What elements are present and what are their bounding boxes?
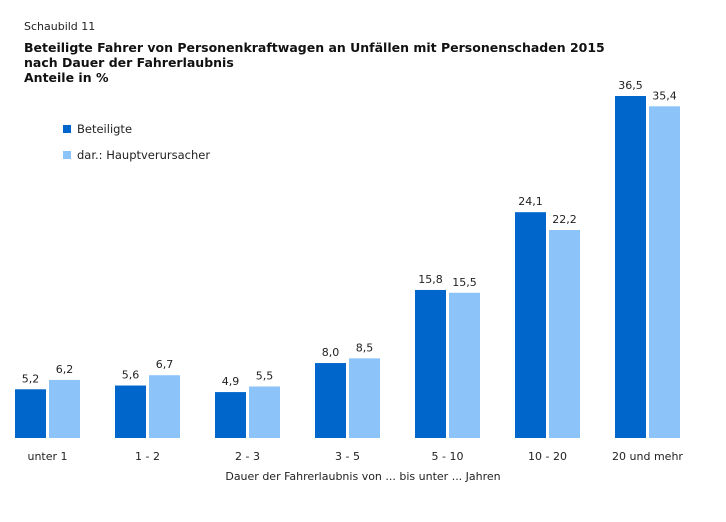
data-label-hauptverursacher-3: 8,5 xyxy=(356,341,374,354)
legend-item-hauptverursacher: dar.: Hauptverursacher xyxy=(63,148,210,162)
legend-swatch-hauptverursacher xyxy=(63,151,71,159)
x-tick-label-4: 5 - 10 xyxy=(432,450,464,463)
bar-hauptverursacher-2 xyxy=(249,386,280,438)
bar-hauptverursacher-5 xyxy=(549,229,580,438)
data-label-beteiligte-4: 15,8 xyxy=(418,273,443,286)
chart-title-line-1: Beteiligte Fahrer von Personenkraftwagen… xyxy=(24,40,605,55)
bar-beteiligte-0 xyxy=(15,389,46,438)
legend-label-beteiligte: Beteiligte xyxy=(77,122,133,136)
legend-item-beteiligte: Beteiligte xyxy=(63,122,210,136)
x-tick-label-2: 2 - 3 xyxy=(235,450,260,463)
data-label-hauptverursacher-1: 6,7 xyxy=(156,358,174,371)
x-tick-label-6: 20 und mehr xyxy=(612,450,683,463)
bar-beteiligte-6 xyxy=(615,96,646,438)
data-label-beteiligte-5: 24,1 xyxy=(518,195,543,208)
bar-beteiligte-2 xyxy=(215,392,246,438)
x-tick-label-0: unter 1 xyxy=(27,450,67,463)
bar-hauptverursacher-6 xyxy=(649,106,680,438)
data-label-hauptverursacher-2: 5,5 xyxy=(256,369,274,382)
data-label-hauptverursacher-0: 6,2 xyxy=(56,363,74,376)
bar-hauptverursacher-1 xyxy=(149,375,180,438)
data-label-beteiligte-3: 8,0 xyxy=(322,346,340,359)
legend-swatch-beteiligte xyxy=(63,125,71,133)
data-label-hauptverursacher-6: 35,4 xyxy=(652,89,677,102)
x-axis-label: Dauer der Fahrerlaubnis von ... bis unte… xyxy=(225,470,501,483)
bar-hauptverursacher-3 xyxy=(349,358,380,438)
bar-hauptverursacher-0 xyxy=(49,379,80,438)
x-tick-label-1: 1 - 2 xyxy=(135,450,160,463)
data-label-beteiligte-6: 36,5 xyxy=(618,79,643,92)
legend-label-hauptverursacher: dar.: Hauptverursacher xyxy=(77,148,211,162)
data-label-beteiligte-0: 5,2 xyxy=(22,372,40,385)
chart-title-line-2: nach Dauer der Fahrerlaubnis xyxy=(24,55,234,70)
bar-beteiligte-3 xyxy=(315,363,346,438)
data-label-hauptverursacher-4: 15,5 xyxy=(452,276,477,289)
data-label-hauptverursacher-5: 22,2 xyxy=(552,213,577,226)
bar-beteiligte-5 xyxy=(515,212,546,438)
bar-beteiligte-1 xyxy=(115,385,146,438)
chart-subtitle: Anteile in % xyxy=(24,70,109,85)
bar-beteiligte-4 xyxy=(415,289,446,438)
x-tick-label-3: 3 - 5 xyxy=(335,450,360,463)
bar-hauptverursacher-4 xyxy=(449,292,480,438)
chart-title: Beteiligte Fahrer von Personenkraftwagen… xyxy=(24,40,605,85)
data-label-beteiligte-2: 4,9 xyxy=(222,375,240,388)
data-label-beteiligte-1: 5,6 xyxy=(122,369,140,382)
x-tick-label-5: 10 - 20 xyxy=(528,450,567,463)
figure-label: Schaubild 11 xyxy=(24,20,96,33)
legend: Beteiligte dar.: Hauptverursacher xyxy=(63,122,210,174)
